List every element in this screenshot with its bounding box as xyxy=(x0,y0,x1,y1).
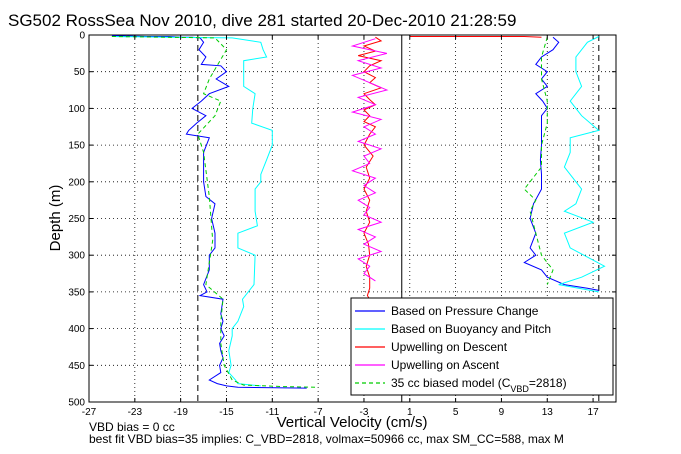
x-tick-label: -3 xyxy=(360,407,369,418)
x-tick-label: -15 xyxy=(219,407,234,418)
y-tick-label: 450 xyxy=(68,361,85,372)
x-tick-label: -11 xyxy=(265,407,279,418)
series-2 xyxy=(358,36,542,308)
best-fit-note: best fit VBD bias=35 implies: C_VBD=2818… xyxy=(89,432,564,446)
legend-box xyxy=(350,297,614,396)
series-line xyxy=(558,36,606,293)
data-series xyxy=(111,35,606,389)
y-tick-label: 100 xyxy=(68,104,85,115)
y-tick-label: 350 xyxy=(68,287,85,298)
x-axis-label: Vertical Velocity (cm/s) xyxy=(277,414,428,431)
legend-label: Based on Buoyancy and Pitch xyxy=(391,322,551,336)
legend-suffix: =2818) xyxy=(529,376,567,390)
x-tick-label: 1 xyxy=(407,407,413,418)
y-tick-label: 500 xyxy=(68,398,85,409)
y-axis: 0 50 100 150 200 250 300 350 400 450 500 xyxy=(68,31,616,409)
y-tick-label: 200 xyxy=(68,177,85,188)
series-line xyxy=(358,36,383,308)
y-tick-label: 300 xyxy=(68,251,85,262)
y-tick-label: 400 xyxy=(68,324,85,335)
x-tick-label: 5 xyxy=(453,407,459,418)
legend-label: Upwelling on Ascent xyxy=(391,358,500,372)
series-line xyxy=(350,38,389,282)
x-tick-label: 9 xyxy=(499,407,505,418)
vbd-bias-note: VBD bias = 0 cc xyxy=(89,420,175,434)
x-tick-label: -23 xyxy=(128,407,143,418)
chart-title: SG502 RossSea Nov 2010, dive 281 started… xyxy=(8,11,516,30)
legend-subscript: VBD xyxy=(510,384,529,394)
series-line xyxy=(111,36,273,387)
y-axis-label: Depth (m) xyxy=(47,185,64,252)
x-tick-label: 13 xyxy=(542,407,554,418)
y-tick-label: 150 xyxy=(68,141,85,152)
x-tick-label: -19 xyxy=(173,407,188,418)
series-line xyxy=(111,35,307,389)
y-tick-label: 250 xyxy=(68,214,85,225)
x-axis: -27 -23 -19 -15 -11 -7 -3 1 5 9 13 17 xyxy=(82,35,599,418)
series-1 xyxy=(111,36,606,387)
legend-label: Upwelling on Descent xyxy=(391,340,508,354)
legend: Based on Pressure Change Based on Buoyanc… xyxy=(350,297,614,396)
legend-label: Based on Pressure Change xyxy=(391,304,539,318)
series-3 xyxy=(350,38,389,282)
y-tick-label: 0 xyxy=(79,31,85,42)
y-tick-label: 50 xyxy=(74,67,86,78)
x-tick-label: -27 xyxy=(82,407,97,418)
x-tick-label: 17 xyxy=(588,407,600,418)
series-line xyxy=(409,36,542,38)
series-line xyxy=(111,36,319,388)
series-4 xyxy=(111,36,554,388)
x-tick-label: -7 xyxy=(314,407,323,418)
